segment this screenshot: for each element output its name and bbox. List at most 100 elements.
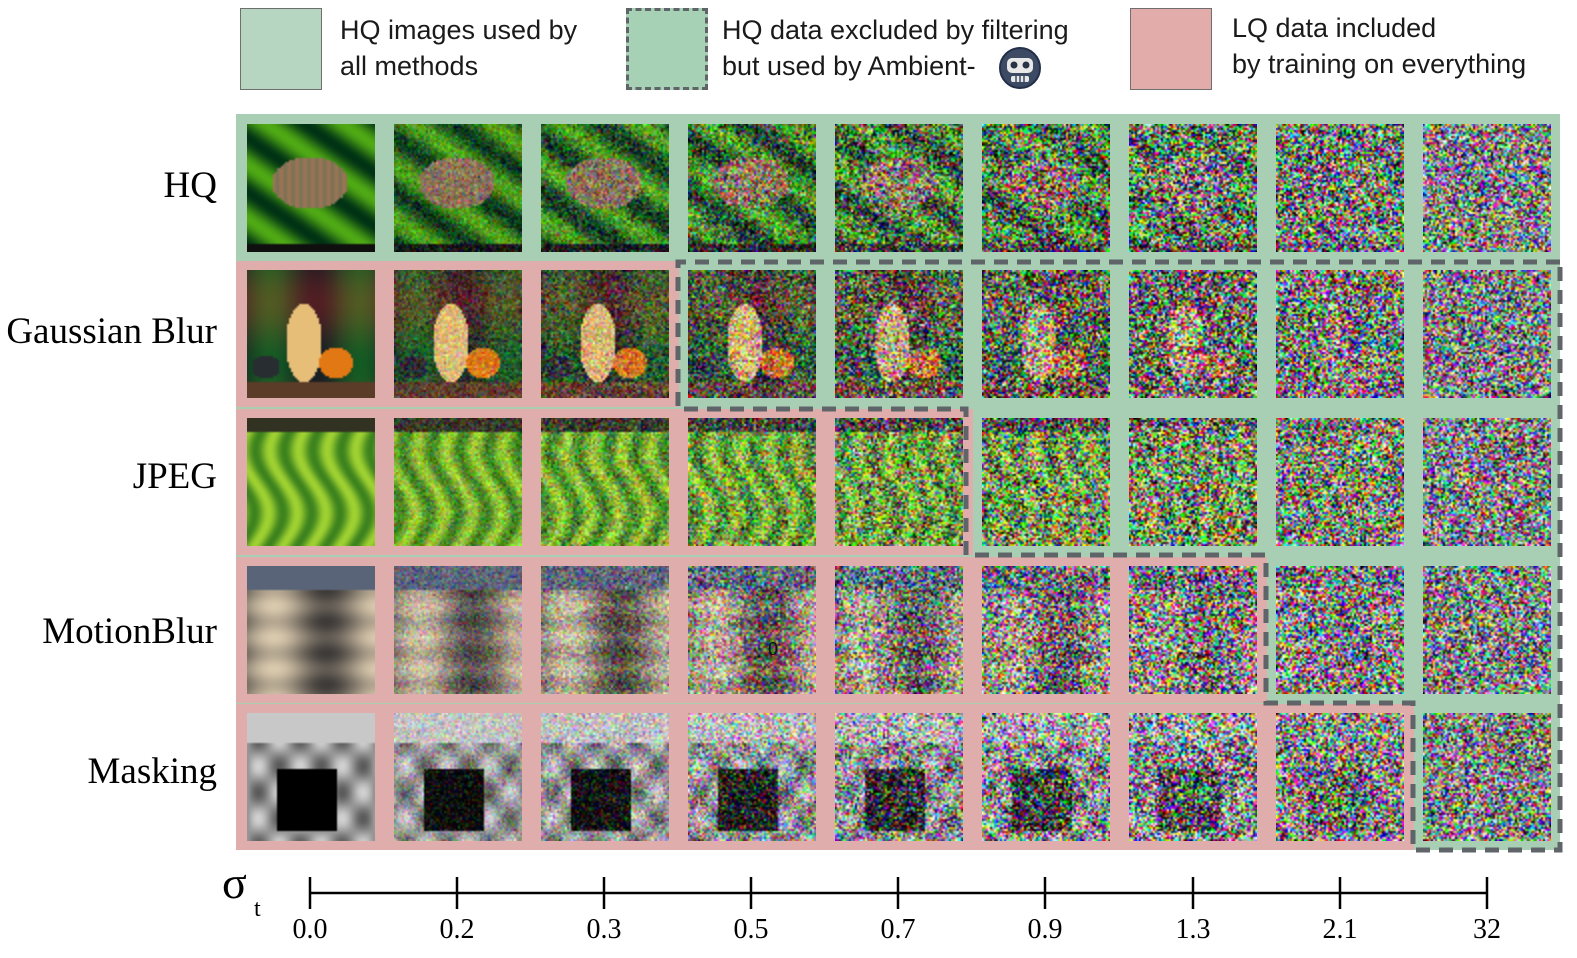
- image-tile: [835, 270, 963, 398]
- image-tile: [541, 124, 669, 252]
- legend-lq-included-line2: by training on everything: [1232, 49, 1527, 79]
- stray-mark: 0: [768, 638, 778, 660]
- image-tile: [1423, 566, 1551, 694]
- row-label-jpeg: JPEG: [132, 456, 217, 497]
- image-tile: [394, 566, 522, 694]
- noisy-image: [541, 124, 669, 252]
- axis-subscript: t: [254, 896, 261, 922]
- image-tile: [394, 270, 522, 398]
- image-tile: [1129, 713, 1257, 841]
- noisy-image: [394, 124, 522, 252]
- image-tile: [1276, 713, 1404, 841]
- legend-text-lq-included: LQ data included by training on everythi…: [1232, 10, 1526, 82]
- noisy-image: [1423, 713, 1551, 841]
- noisy-image: [688, 270, 816, 398]
- image-tile: [247, 713, 375, 841]
- legend-hq-excluded-line2: but used by Ambient-: [722, 51, 976, 81]
- noisy-image: [1423, 124, 1551, 252]
- tick-label: 0.7: [880, 914, 916, 945]
- image-tile: [1276, 270, 1404, 398]
- noisy-image: [835, 270, 963, 398]
- image-tile: [982, 713, 1110, 841]
- noisy-image: [541, 713, 669, 841]
- noisy-image: [541, 566, 669, 694]
- tick-label: 0.0: [292, 914, 328, 945]
- noisy-image: [835, 418, 963, 546]
- legend-text-hq-all: HQ images used by all methods: [340, 12, 577, 84]
- noisy-image: [1129, 418, 1257, 546]
- image-tile: [688, 124, 816, 252]
- noisy-image: [835, 713, 963, 841]
- filtered-boundary: [675, 259, 1563, 853]
- image-tile: [835, 124, 963, 252]
- image-tile: [1423, 418, 1551, 546]
- sigma-axis: [308, 877, 1489, 909]
- row-label-gaussian-blur: Gaussian Blur: [6, 311, 217, 352]
- noisy-image: [835, 566, 963, 694]
- noisy-image: [394, 418, 522, 546]
- noisy-image: [835, 124, 963, 252]
- image-tile: [688, 566, 816, 694]
- image-tile: [1129, 566, 1257, 694]
- image-tile: [1423, 713, 1551, 841]
- image-tile: [982, 418, 1110, 546]
- noisy-image: [1423, 270, 1551, 398]
- tick-label: 0.3: [586, 914, 622, 945]
- image-tile: [1276, 566, 1404, 694]
- tick-label: 2.1: [1322, 914, 1358, 945]
- image-tile: [688, 713, 816, 841]
- image-tile: [541, 566, 669, 694]
- image-tile: [1129, 124, 1257, 252]
- image-tile: [247, 418, 375, 546]
- tick-label: 0.2: [439, 914, 475, 945]
- image-tile: [835, 418, 963, 546]
- legend-text-hq-excluded: HQ data excluded by filtering but used b…: [722, 12, 1069, 84]
- noisy-image: [394, 713, 522, 841]
- image-tile: [541, 270, 669, 398]
- noisy-image: [541, 270, 669, 398]
- noisy-image: [247, 270, 375, 398]
- noisy-image: [1276, 418, 1404, 546]
- image-tile: [1423, 124, 1551, 252]
- noisy-image: [982, 124, 1110, 252]
- legend-hq-excluded-line1: HQ data excluded by filtering: [722, 15, 1069, 45]
- image-tile: [1276, 418, 1404, 546]
- image-tile: [247, 124, 375, 252]
- noisy-image: [982, 566, 1110, 694]
- noisy-image: [1276, 124, 1404, 252]
- tick-label: 1.3: [1175, 914, 1211, 945]
- robot-face-icon: [999, 47, 1041, 89]
- image-tile: [541, 418, 669, 546]
- tick-label: 0.5: [733, 914, 769, 945]
- noisy-image: [982, 270, 1110, 398]
- noisy-image: [247, 418, 375, 546]
- noisy-image: [982, 713, 1110, 841]
- noisy-image: [688, 418, 816, 546]
- image-tile: [394, 713, 522, 841]
- noisy-image: [541, 418, 669, 546]
- noisy-image: [1129, 270, 1257, 398]
- row-label-hq: HQ: [163, 165, 217, 206]
- legend-lq-included-line1: LQ data included: [1232, 13, 1437, 43]
- noisy-image: [247, 713, 375, 841]
- noisy-image: [247, 124, 375, 252]
- noisy-image: [1423, 566, 1551, 694]
- legend-swatch-lq-included: [1130, 8, 1212, 90]
- noisy-image: [1276, 270, 1404, 398]
- image-tile: [1129, 270, 1257, 398]
- image-tile: [688, 270, 816, 398]
- noisy-image: [1423, 418, 1551, 546]
- noisy-image: [394, 270, 522, 398]
- tick-label: 0.9: [1027, 914, 1063, 945]
- image-tile: [1423, 270, 1551, 398]
- noisy-image: [1129, 124, 1257, 252]
- image-tile: [1129, 418, 1257, 546]
- row-label-motionblur: MotionBlur: [42, 611, 217, 652]
- image-tile: [541, 713, 669, 841]
- image-tile: [247, 566, 375, 694]
- legend-hq-all-line1: HQ images used by: [340, 15, 578, 45]
- noisy-image: [1129, 713, 1257, 841]
- image-tile: [688, 418, 816, 546]
- tick-label: 32: [1473, 914, 1501, 945]
- noisy-image: [1276, 713, 1404, 841]
